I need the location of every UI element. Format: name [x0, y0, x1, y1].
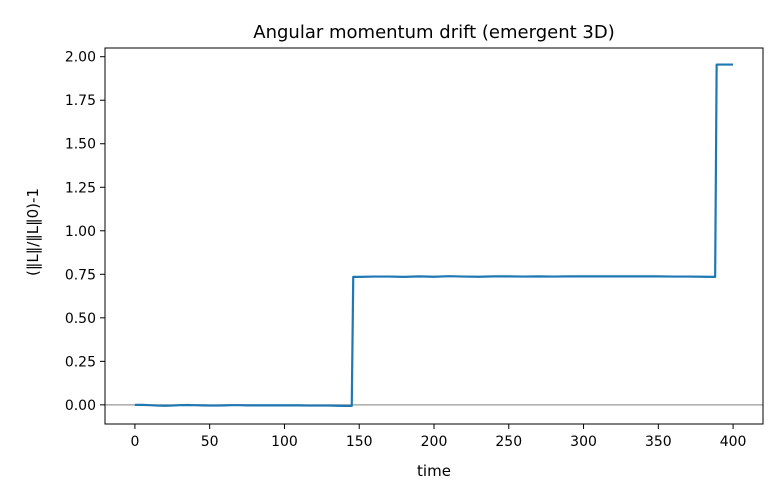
y-tick-label-7: 1.75 [65, 93, 96, 109]
x-axis-label: time [417, 462, 451, 480]
y-tick-label-1: 0.25 [65, 354, 96, 370]
x-tick-label-4: 200 [421, 434, 448, 450]
x-tick-label-0: 0 [130, 434, 139, 450]
x-tick-label-5: 250 [495, 434, 522, 450]
x-tick-label-7: 350 [645, 434, 672, 450]
plot-area: 0 50 100 150 200 250 300 350 400 0.00 0.25 0.50 0.75… [65, 47, 764, 450]
y-axis-label: (‖L‖/‖L‖0)-1 [24, 188, 42, 276]
y-tick-label-6: 1.50 [65, 137, 96, 153]
x-tick-label-1: 50 [201, 434, 219, 450]
x-tick-label-8: 400 [720, 434, 747, 450]
chart-title: Angular momentum drift (emergent 3D) [253, 22, 614, 43]
y-tick-label-3: 0.75 [65, 267, 96, 283]
y-tick-label-4: 1.00 [65, 224, 96, 240]
y-tick-label-2: 0.50 [65, 311, 96, 327]
x-tick-label-3: 150 [346, 434, 373, 450]
y-tick-label-5: 1.25 [65, 180, 96, 196]
y-tick-label-8: 2.00 [65, 50, 96, 66]
y-tick-label-0: 0.00 [65, 398, 96, 414]
x-tick-label-2: 100 [271, 434, 298, 450]
series-line-0 [134, 63, 734, 407]
x-tick-label-6: 300 [570, 434, 597, 450]
